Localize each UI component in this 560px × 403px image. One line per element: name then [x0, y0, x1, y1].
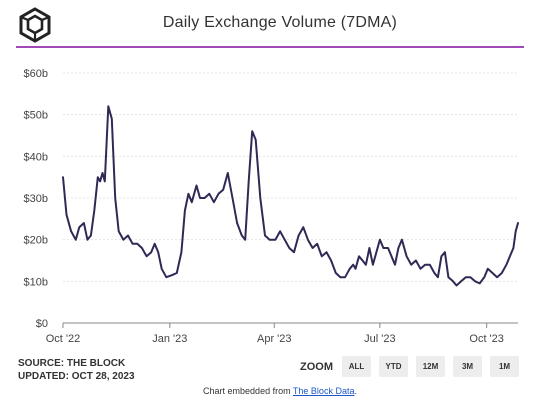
- line-chart: $0 $10b $20b $30b $40b $50b $60b Oct '22 Jan '23…: [24, 68, 519, 345]
- x-tick-label: Jul '23: [364, 333, 395, 345]
- the-block-cube-icon: [19, 7, 51, 43]
- y-tick-label: $10b: [24, 276, 48, 288]
- y-tick-label: $20b: [24, 235, 48, 247]
- updated-text: UPDATED: OCT 28, 2023: [18, 371, 135, 382]
- y-tick-label: $60b: [24, 68, 48, 80]
- zoom-label: ZOOM: [300, 360, 333, 373]
- chart-title: Daily Exchange Volume (7DMA): [162, 14, 398, 31]
- zoom-3m-button[interactable]: 3M: [453, 356, 482, 377]
- source-text: SOURCE: THE BLOCK: [18, 358, 126, 369]
- y-tick-label: $40b: [24, 151, 48, 163]
- zoom-all-button[interactable]: ALL: [342, 356, 371, 377]
- zoom-controls: ZOOM ALL YTD 12M 3M 1M: [300, 356, 527, 377]
- zoom-12m-button[interactable]: 12M: [416, 356, 445, 377]
- zoom-ytd-button[interactable]: YTD: [379, 356, 408, 377]
- embed-note: Chart embedded from The Block Data.: [0, 386, 560, 396]
- the-block-data-link[interactable]: The Block Data: [292, 386, 355, 396]
- x-tick-label: Jan '23: [152, 333, 187, 345]
- zoom-1m-button[interactable]: 1M: [490, 356, 519, 377]
- header-divider: [16, 46, 524, 48]
- x-tick-label: Oct '22: [46, 333, 81, 345]
- y-tick-label: $0: [36, 318, 48, 330]
- embed-text: Chart embedded from: [203, 386, 293, 396]
- x-tick-label: Oct '23: [469, 333, 504, 345]
- source-info: SOURCE: THE BLOCK UPDATED: OCT 28, 2023: [18, 357, 135, 383]
- embed-suffix: .: [354, 386, 357, 396]
- series-line: [62, 105, 519, 287]
- y-tick-label: $30b: [24, 193, 48, 205]
- x-tick-label: Apr '23: [257, 333, 292, 345]
- y-tick-label: $50b: [24, 110, 48, 122]
